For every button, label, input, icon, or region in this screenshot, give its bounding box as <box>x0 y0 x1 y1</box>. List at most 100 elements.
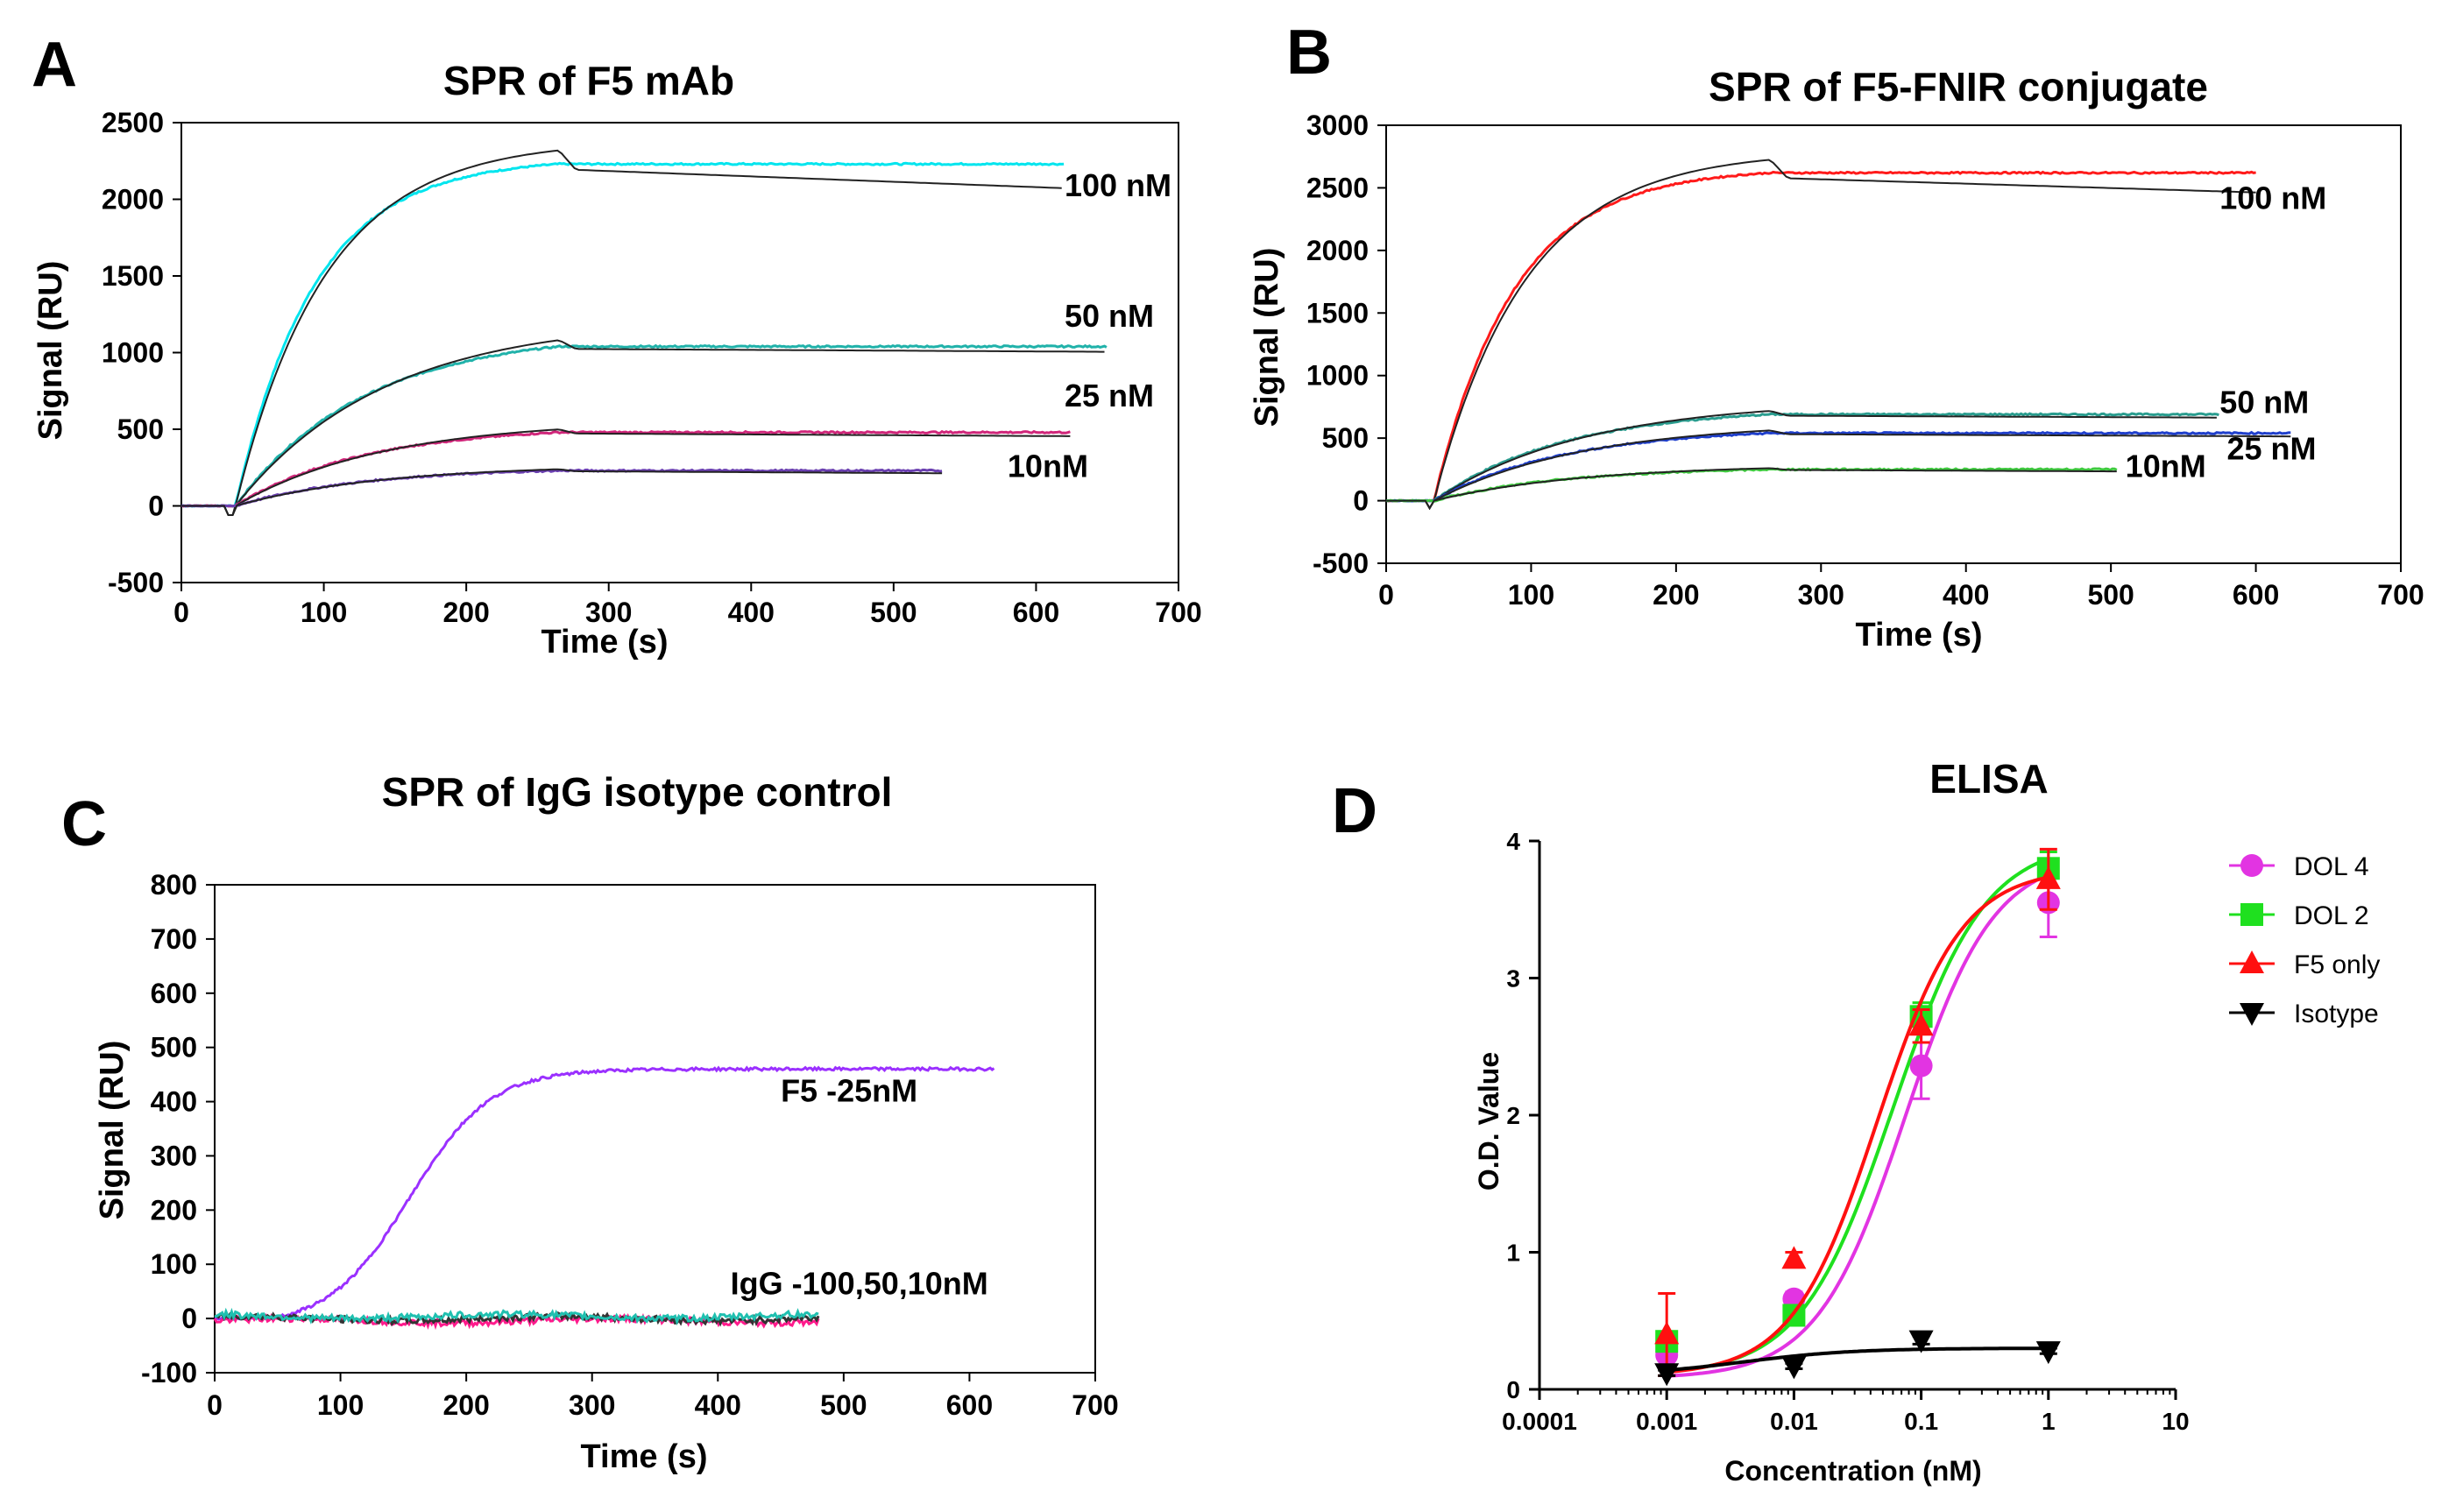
panel-a-xlabel: Time (s) <box>541 624 668 661</box>
y-tick-label: 4 <box>1506 828 1520 855</box>
x-tick-label: 10 <box>2162 1408 2189 1435</box>
x-tick-label: 600 <box>2233 579 2279 611</box>
fit-curve-f5-only <box>1666 875 2049 1374</box>
x-tick-label: 200 <box>442 1389 489 1421</box>
legend-marker-dol-2 <box>2240 903 2263 926</box>
series-line-50-nm <box>180 343 1108 508</box>
y-tick-label: 500 <box>151 1032 197 1063</box>
plot-frame <box>180 122 1179 583</box>
y-tick-label: 2500 <box>102 107 164 138</box>
data-point-isotype <box>1781 1356 1807 1380</box>
y-tick-label: -500 <box>108 567 164 598</box>
x-tick-label: 700 <box>1072 1389 1118 1421</box>
x-tick-label: 600 <box>1013 597 1059 628</box>
curve-label: 10nM <box>2126 448 2206 484</box>
x-tick-label: 500 <box>820 1389 867 1421</box>
legend-label-f5-only: F5 only <box>2294 950 2380 979</box>
panel-d-letter: D <box>1332 776 1377 846</box>
legend-marker-f5-only <box>2240 950 2264 973</box>
legend-marker-isotype <box>2240 1003 2264 1026</box>
x-tick-label: 0.0001 <box>1502 1408 1577 1435</box>
panel-d: D ELISA Concentration (nM) O.D. Value 0.… <box>1332 756 2380 1487</box>
fit-curve-dol-2 <box>1666 857 2049 1374</box>
series-line-25-nm <box>180 429 1071 508</box>
curve-label: 50 nM <box>2219 385 2309 420</box>
x-tick-label: 300 <box>569 1389 615 1421</box>
curve-label: 25 nM <box>2226 430 2316 466</box>
y-tick-label: 0 <box>148 491 164 522</box>
y-tick-label: 1000 <box>1306 360 1369 392</box>
y-tick-label: 1000 <box>102 337 164 369</box>
panel-c-ylabel: Signal (RU) <box>94 1041 131 1220</box>
y-tick-label: 2000 <box>1306 235 1369 266</box>
panel-d-ylabel: O.D. Value <box>1473 1052 1504 1191</box>
data-point-f5-only <box>2035 866 2061 889</box>
x-tick-label: 400 <box>728 597 775 628</box>
y-tick-label: 0 <box>1353 485 1369 517</box>
legend-label-dol-2: DOL 2 <box>2294 901 2369 930</box>
x-tick-label: 700 <box>2377 579 2424 611</box>
y-tick-label: 2000 <box>102 184 164 215</box>
legend-marker-dol-4 <box>2240 854 2263 877</box>
panel-c-title: SPR of IgG isotype control <box>382 769 893 815</box>
panel-b-ylabel: Signal (RU) <box>1249 248 1285 427</box>
y-tick-label: 300 <box>151 1140 197 1171</box>
y-tick-label: 200 <box>151 1194 197 1226</box>
x-tick-label: 0 <box>207 1389 223 1421</box>
y-tick-label: 2 <box>1506 1102 1520 1129</box>
data-point-f5-only <box>1654 1321 1680 1345</box>
y-tick-label: 3000 <box>1306 110 1369 141</box>
series-line-50-nm <box>1385 412 2219 503</box>
plot-frame <box>1385 124 2402 564</box>
data-point-f5-only <box>1908 1013 1934 1036</box>
curve-label: 25 nM <box>1065 378 1154 413</box>
panel-c-letter: C <box>61 789 107 859</box>
y-tick-label: 500 <box>1322 422 1369 454</box>
x-tick-label: 200 <box>442 597 489 628</box>
fit-curve <box>1386 159 2256 511</box>
y-tick-label: 0 <box>1506 1376 1520 1403</box>
y-tick-label: 500 <box>117 413 164 445</box>
x-tick-label: 200 <box>1653 579 1699 611</box>
x-tick-label: 0.01 <box>1770 1408 1818 1435</box>
fit-curve <box>1386 410 2217 511</box>
fit-curve <box>181 428 1071 516</box>
fit-curve <box>1386 429 2291 511</box>
panel-b: B SPR of F5-FNIR conjugate Time (s) Sign… <box>1249 18 2424 654</box>
x-tick-label: 400 <box>1943 579 1989 611</box>
x-tick-label: 0.1 <box>1904 1408 1938 1435</box>
plot-frame <box>214 884 1096 1374</box>
y-tick-label: -500 <box>1313 548 1369 579</box>
x-tick-label: 0 <box>1378 579 1394 611</box>
curve-label: IgG -100,50,10nM <box>731 1265 988 1301</box>
y-tick-label: 2500 <box>1306 172 1369 203</box>
panel-a-letter: A <box>32 30 77 100</box>
y-tick-label: 600 <box>151 978 197 1009</box>
panel-a: A SPR of F5 mAb Time (s) Signal (RU) 0 10… <box>32 30 1202 661</box>
data-point-dol-4 <box>1909 1054 1933 1077</box>
legend-label-dol-4: DOL 4 <box>2294 852 2369 881</box>
fit-curve <box>181 149 1062 516</box>
y-tick-label: 100 <box>151 1248 197 1280</box>
data-point-isotype <box>2035 1341 2061 1365</box>
curve-label: 100 nM <box>2219 180 2326 216</box>
x-tick-label: 100 <box>317 1389 364 1421</box>
y-tick-label: -100 <box>141 1357 197 1388</box>
x-tick-label: 300 <box>1798 579 1844 611</box>
curve-label: 100 nM <box>1065 167 1171 203</box>
data-point-f5-only <box>1781 1246 1807 1269</box>
panel-a-ylabel: Signal (RU) <box>32 261 69 441</box>
y-tick-label: 0 <box>181 1303 197 1334</box>
series-line-25-nm <box>1385 430 2291 503</box>
data-point-isotype <box>1654 1363 1680 1387</box>
y-tick-label: 1 <box>1506 1240 1520 1267</box>
x-tick-label: 500 <box>870 597 917 628</box>
fit-curve-dol-4 <box>1667 873 2049 1378</box>
y-tick-label: 1500 <box>102 260 164 292</box>
x-tick-label: 0.001 <box>1636 1408 1697 1435</box>
fit-curve <box>181 468 943 516</box>
series-line-igg-100-50-10nm <box>214 1307 819 1326</box>
y-tick-label: 400 <box>151 1086 197 1118</box>
